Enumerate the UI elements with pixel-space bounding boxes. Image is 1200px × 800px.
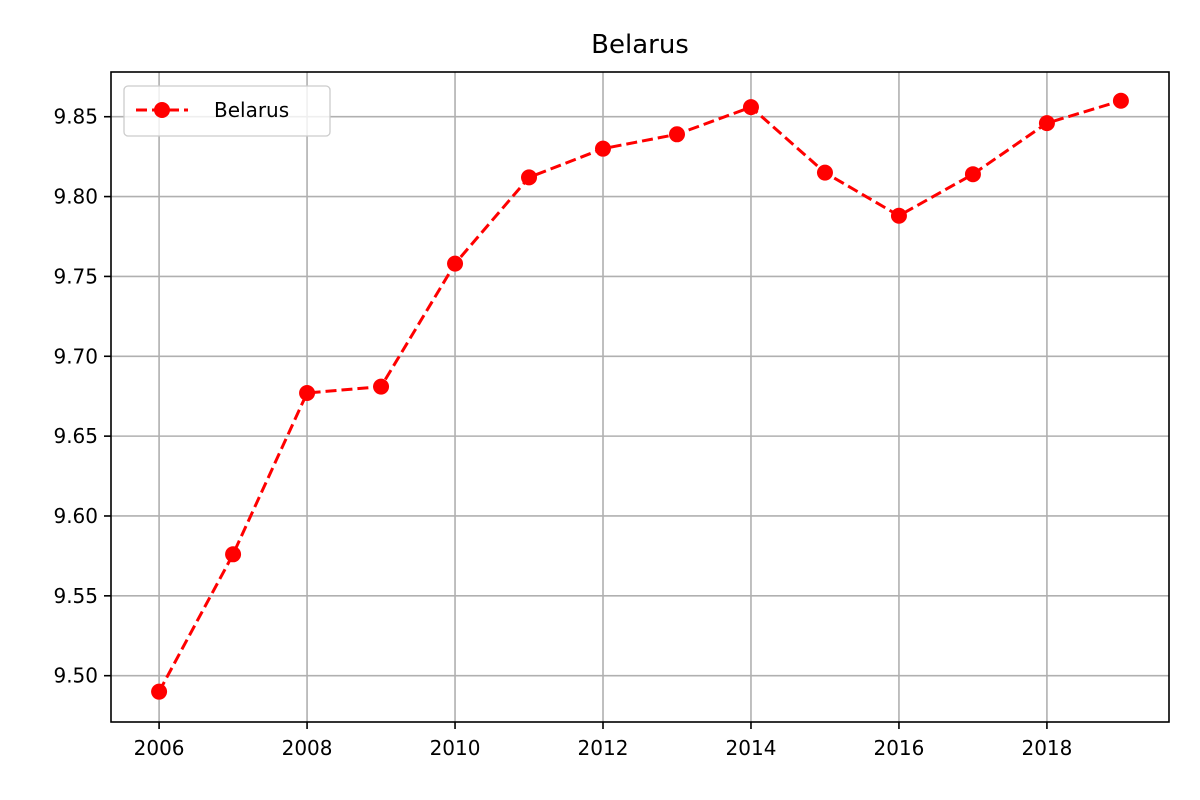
data-point bbox=[890, 207, 907, 224]
data-point bbox=[225, 546, 242, 563]
data-point bbox=[668, 126, 685, 143]
axis-ticks: 2006 2008 2010 2012 2014 2016 2018 9.50 9.55 9.60… bbox=[53, 105, 1072, 760]
x-tick-label: 2012 bbox=[578, 736, 629, 760]
legend-label: Belarus bbox=[214, 98, 289, 122]
data-point bbox=[816, 164, 833, 181]
series-layer bbox=[151, 92, 1129, 700]
legend-box bbox=[123, 85, 331, 137]
y-tick-label: 9.50 bbox=[53, 664, 98, 688]
data-point bbox=[1112, 92, 1129, 109]
chart-title: Belarus bbox=[591, 30, 689, 60]
x-tick-label: 2006 bbox=[134, 736, 185, 760]
y-tick-label: 9.65 bbox=[53, 424, 98, 448]
y-tick-label: 9.80 bbox=[53, 185, 98, 209]
data-point bbox=[373, 378, 390, 395]
y-tick-label: 9.70 bbox=[53, 344, 98, 368]
x-tick-label: 2016 bbox=[873, 736, 924, 760]
legend-marker-swatch bbox=[154, 102, 170, 118]
grid bbox=[111, 72, 1169, 722]
data-point bbox=[151, 683, 168, 700]
y-tick-label: 9.75 bbox=[53, 264, 98, 288]
y-tick-label: 9.85 bbox=[53, 105, 98, 129]
x-tick-label: 2014 bbox=[726, 736, 777, 760]
series-line-0 bbox=[157, 99, 1122, 693]
data-point bbox=[742, 99, 759, 116]
y-tick-label: 9.60 bbox=[53, 504, 98, 528]
data-point bbox=[595, 140, 612, 157]
legend: Belarus bbox=[123, 85, 331, 137]
data-point bbox=[964, 166, 981, 183]
data-point bbox=[299, 385, 316, 402]
y-tick-label: 9.55 bbox=[53, 584, 98, 608]
data-point bbox=[1038, 115, 1055, 132]
x-tick-label: 2018 bbox=[1021, 736, 1072, 760]
x-tick-label: 2010 bbox=[430, 736, 481, 760]
data-point bbox=[447, 255, 464, 272]
x-tick-label: 2008 bbox=[282, 736, 333, 760]
data-point bbox=[521, 169, 538, 186]
plot-area-frame bbox=[110, 71, 1170, 723]
